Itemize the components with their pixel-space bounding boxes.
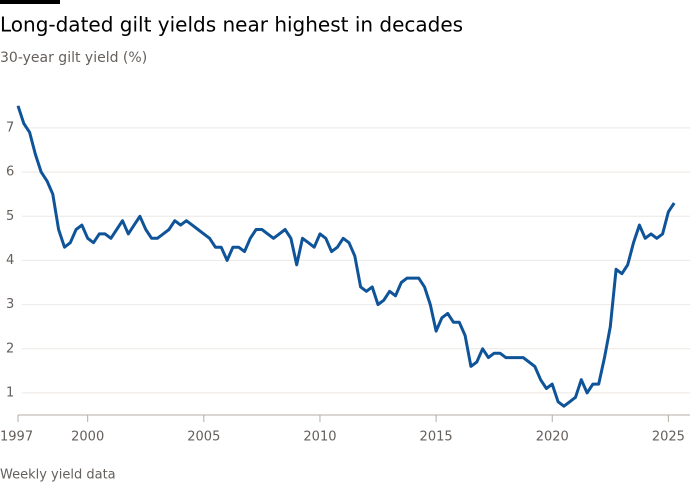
series-line bbox=[16, 105, 676, 408]
y-tick-label: 6 bbox=[6, 165, 14, 180]
source-note: Weekly yield data bbox=[0, 468, 116, 483]
chart-title: Long-dated gilt yields near highest in d… bbox=[0, 13, 463, 37]
y-tick-label: 1 bbox=[6, 385, 14, 400]
x-tick-label: 2020 bbox=[536, 430, 569, 445]
y-tick-label: 5 bbox=[6, 209, 14, 224]
y-tick-label: 7 bbox=[6, 120, 14, 135]
x-tick-label: 1997 bbox=[0, 430, 33, 445]
top-rule bbox=[0, 0, 60, 4]
x-tick-label: 2015 bbox=[420, 430, 453, 445]
x-tick-label: 2025 bbox=[652, 430, 685, 445]
y-tick-label: 4 bbox=[6, 253, 14, 268]
y-tick-label: 2 bbox=[6, 341, 14, 356]
y-tick-label: 3 bbox=[6, 297, 14, 312]
x-tick-label: 2010 bbox=[303, 430, 336, 445]
x-tick-label: 2000 bbox=[71, 430, 104, 445]
chart-subtitle: 30-year gilt yield (%) bbox=[0, 50, 147, 66]
x-tick-label: 2005 bbox=[187, 430, 220, 445]
